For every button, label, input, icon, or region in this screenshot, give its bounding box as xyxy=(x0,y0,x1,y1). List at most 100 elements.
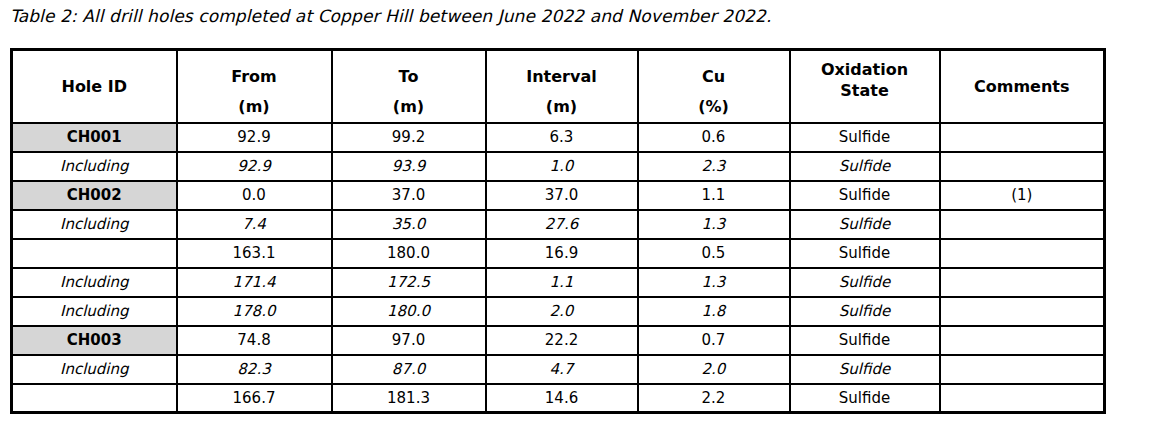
oxidation-cell: Sulfide xyxy=(790,152,940,181)
from-cell: 92.9 xyxy=(177,123,332,152)
cu-cell: 2.3 xyxy=(638,152,790,181)
cu-cell: 0.7 xyxy=(638,326,790,355)
cu-cell: 2.0 xyxy=(638,355,790,384)
column-header-interval: Interval (m) xyxy=(486,50,638,123)
to-cell: 97.0 xyxy=(332,326,486,355)
column-header-label: Oxidation xyxy=(821,59,908,81)
hole-id-cell: Including xyxy=(12,152,177,181)
column-header-oxidation-state: Oxidation State xyxy=(790,50,940,123)
table-row: Including7.435.027.61.3Sulfide xyxy=(12,210,1105,239)
hole-id-cell: Including xyxy=(12,297,177,326)
comments-cell xyxy=(940,384,1105,413)
to-cell: 172.5 xyxy=(332,268,486,297)
header-row: Hole ID From (m) To (m) xyxy=(12,50,1105,123)
hole-id-cell: CH002 xyxy=(12,181,177,210)
to-cell: 87.0 xyxy=(332,355,486,384)
interval-cell: 1.1 xyxy=(486,268,638,297)
oxidation-cell: Sulfide xyxy=(790,355,940,384)
hole-id-cell: CH001 xyxy=(12,123,177,152)
table-row: Including92.993.91.02.3Sulfide xyxy=(12,152,1105,181)
column-header-comments: Comments xyxy=(940,50,1105,123)
interval-cell: 14.6 xyxy=(486,384,638,413)
cu-cell: 0.5 xyxy=(638,239,790,268)
column-header-label: Cu xyxy=(702,67,725,86)
interval-cell: 2.0 xyxy=(486,297,638,326)
column-header-from: From (m) xyxy=(177,50,332,123)
comments-cell xyxy=(940,123,1105,152)
comments-cell xyxy=(940,326,1105,355)
column-header-cu: Cu (%) xyxy=(638,50,790,123)
column-header-hole-id: Hole ID xyxy=(12,50,177,123)
comments-cell xyxy=(940,239,1105,268)
column-header-unit: (m) xyxy=(393,97,424,116)
from-cell: 163.1 xyxy=(177,239,332,268)
column-header-label: State xyxy=(840,80,888,102)
from-cell: 82.3 xyxy=(177,355,332,384)
oxidation-cell: Sulfide xyxy=(790,297,940,326)
cu-cell: 1.1 xyxy=(638,181,790,210)
column-header-label: Interval xyxy=(526,67,596,86)
table-row: 163.1180.016.90.5Sulfide xyxy=(12,239,1105,268)
table-row: CH00374.897.022.20.7Sulfide xyxy=(12,326,1105,355)
drill-table-container: Hole ID From (m) To (m) xyxy=(10,48,1106,414)
cu-cell: 2.2 xyxy=(638,384,790,413)
from-cell: 166.7 xyxy=(177,384,332,413)
column-header-label: From xyxy=(231,67,276,86)
oxidation-cell: Sulfide xyxy=(790,384,940,413)
to-cell: 180.0 xyxy=(332,239,486,268)
oxidation-cell: Sulfide xyxy=(790,123,940,152)
hole-id-cell: Including xyxy=(12,355,177,384)
column-header-unit: (m) xyxy=(238,97,269,116)
oxidation-cell: Sulfide xyxy=(790,268,940,297)
interval-cell: 4.7 xyxy=(486,355,638,384)
column-header-unit: (m) xyxy=(546,97,577,116)
to-cell: 35.0 xyxy=(332,210,486,239)
from-cell: 92.9 xyxy=(177,152,332,181)
table-row: Including171.4172.51.11.3Sulfide xyxy=(12,268,1105,297)
comments-cell xyxy=(940,152,1105,181)
cu-cell: 1.3 xyxy=(638,210,790,239)
cu-cell: 0.6 xyxy=(638,123,790,152)
hole-id-cell: CH003 xyxy=(12,326,177,355)
from-cell: 74.8 xyxy=(177,326,332,355)
column-header-label: Hole ID xyxy=(61,77,127,96)
cu-cell: 1.3 xyxy=(638,268,790,297)
table-row: CH0020.037.037.01.1Sulfide(1) xyxy=(12,181,1105,210)
drill-holes-table: Hole ID From (m) To (m) xyxy=(10,48,1106,414)
oxidation-cell: Sulfide xyxy=(790,326,940,355)
interval-cell: 27.6 xyxy=(486,210,638,239)
document-page: Table 2: All drill holes completed at Co… xyxy=(0,0,1149,421)
to-cell: 180.0 xyxy=(332,297,486,326)
hole-id-cell: Including xyxy=(12,268,177,297)
cu-cell: 1.8 xyxy=(638,297,790,326)
column-header-label: Comments xyxy=(974,77,1070,96)
to-cell: 93.9 xyxy=(332,152,486,181)
oxidation-cell: Sulfide xyxy=(790,181,940,210)
comments-cell xyxy=(940,268,1105,297)
interval-cell: 22.2 xyxy=(486,326,638,355)
oxidation-cell: Sulfide xyxy=(790,239,940,268)
to-cell: 37.0 xyxy=(332,181,486,210)
table-body: CH00192.999.26.30.6SulfideIncluding92.99… xyxy=(12,123,1105,413)
interval-cell: 16.9 xyxy=(486,239,638,268)
from-cell: 178.0 xyxy=(177,297,332,326)
to-cell: 181.3 xyxy=(332,384,486,413)
table-row: 166.7181.314.62.2Sulfide xyxy=(12,384,1105,413)
column-header-unit: (%) xyxy=(698,97,729,116)
column-header-label: To xyxy=(399,67,419,86)
hole-id-cell xyxy=(12,384,177,413)
table-header: Hole ID From (m) To (m) xyxy=(12,50,1105,123)
from-cell: 171.4 xyxy=(177,268,332,297)
table-caption: Table 2: All drill holes completed at Co… xyxy=(10,6,771,26)
table-row: Including82.387.04.72.0Sulfide xyxy=(12,355,1105,384)
hole-id-cell xyxy=(12,239,177,268)
comments-cell xyxy=(940,297,1105,326)
comments-cell: (1) xyxy=(940,181,1105,210)
from-cell: 7.4 xyxy=(177,210,332,239)
comments-cell xyxy=(940,355,1105,384)
interval-cell: 6.3 xyxy=(486,123,638,152)
comments-cell xyxy=(940,210,1105,239)
to-cell: 99.2 xyxy=(332,123,486,152)
column-header-to: To (m) xyxy=(332,50,486,123)
oxidation-cell: Sulfide xyxy=(790,210,940,239)
